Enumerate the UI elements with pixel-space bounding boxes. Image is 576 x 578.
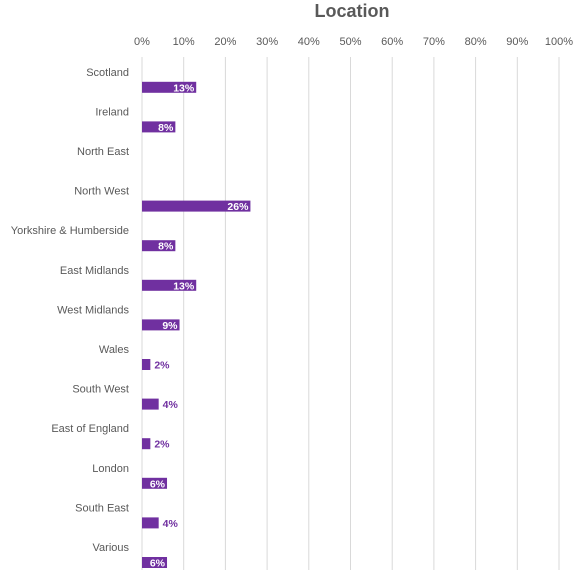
bar bbox=[142, 319, 180, 331]
data-label: 8% bbox=[158, 241, 174, 253]
data-label: 26% bbox=[227, 201, 249, 213]
chart-title: Location bbox=[315, 1, 390, 21]
category-label: Various bbox=[93, 542, 130, 554]
data-label: 2% bbox=[154, 360, 170, 372]
data-label: 9% bbox=[162, 320, 178, 332]
category-label: Yorkshire & Humberside bbox=[11, 225, 129, 237]
bar bbox=[142, 200, 251, 212]
x-tick-label: 40% bbox=[298, 36, 320, 48]
x-tick-label: 90% bbox=[506, 36, 528, 48]
bar bbox=[142, 517, 159, 529]
data-label: 6% bbox=[150, 478, 166, 490]
data-label: 6% bbox=[150, 558, 166, 570]
data-label: 4% bbox=[163, 518, 179, 530]
x-tick-label: 80% bbox=[465, 36, 487, 48]
category-label: North West bbox=[74, 186, 129, 198]
category-label: North East bbox=[77, 146, 129, 158]
data-label: 8% bbox=[158, 122, 174, 134]
bar bbox=[142, 240, 176, 252]
bar bbox=[142, 438, 151, 450]
x-tick-label: 0% bbox=[134, 36, 150, 48]
category-label: East of England bbox=[51, 423, 129, 435]
data-label: 2% bbox=[154, 439, 170, 451]
bar bbox=[142, 477, 168, 489]
x-tick-label: 50% bbox=[339, 36, 361, 48]
category-label: South West bbox=[72, 384, 129, 396]
x-tick-label: 70% bbox=[423, 36, 445, 48]
category-label: Wales bbox=[99, 344, 130, 356]
category-label: London bbox=[92, 463, 129, 475]
x-tick-label: 10% bbox=[173, 36, 195, 48]
x-tick-label: 30% bbox=[256, 36, 278, 48]
x-axis-tick-labels: 0% 10% 20% 30% 40% 50% 60% 70% 80% 90% 100% bbox=[134, 36, 573, 48]
data-label: 13% bbox=[173, 280, 195, 292]
category-label: East Midlands bbox=[60, 265, 130, 277]
bar bbox=[142, 121, 176, 133]
bar bbox=[142, 398, 159, 410]
gridlines bbox=[141, 57, 560, 570]
bar bbox=[142, 279, 197, 291]
bar bbox=[142, 359, 151, 370]
data-labels: 13% 8% 26% 8% 13% 9% 2% 4% 2% 6% 4% 6% bbox=[150, 82, 249, 569]
x-tick-label: 100% bbox=[545, 36, 573, 48]
data-label: 4% bbox=[163, 399, 179, 411]
x-tick-label: 20% bbox=[214, 36, 236, 48]
category-label: Ireland bbox=[95, 106, 129, 118]
category-label: South East bbox=[75, 502, 129, 514]
y-axis-category-labels: Scotland Ireland North East North West Yorks… bbox=[11, 67, 130, 554]
bar bbox=[142, 81, 197, 93]
data-label: 13% bbox=[173, 82, 195, 94]
category-label: Scotland bbox=[86, 67, 129, 79]
bars bbox=[142, 81, 251, 568]
bar bbox=[142, 557, 168, 568]
category-label: West Midlands bbox=[57, 304, 129, 316]
x-tick-label: 60% bbox=[381, 36, 403, 48]
